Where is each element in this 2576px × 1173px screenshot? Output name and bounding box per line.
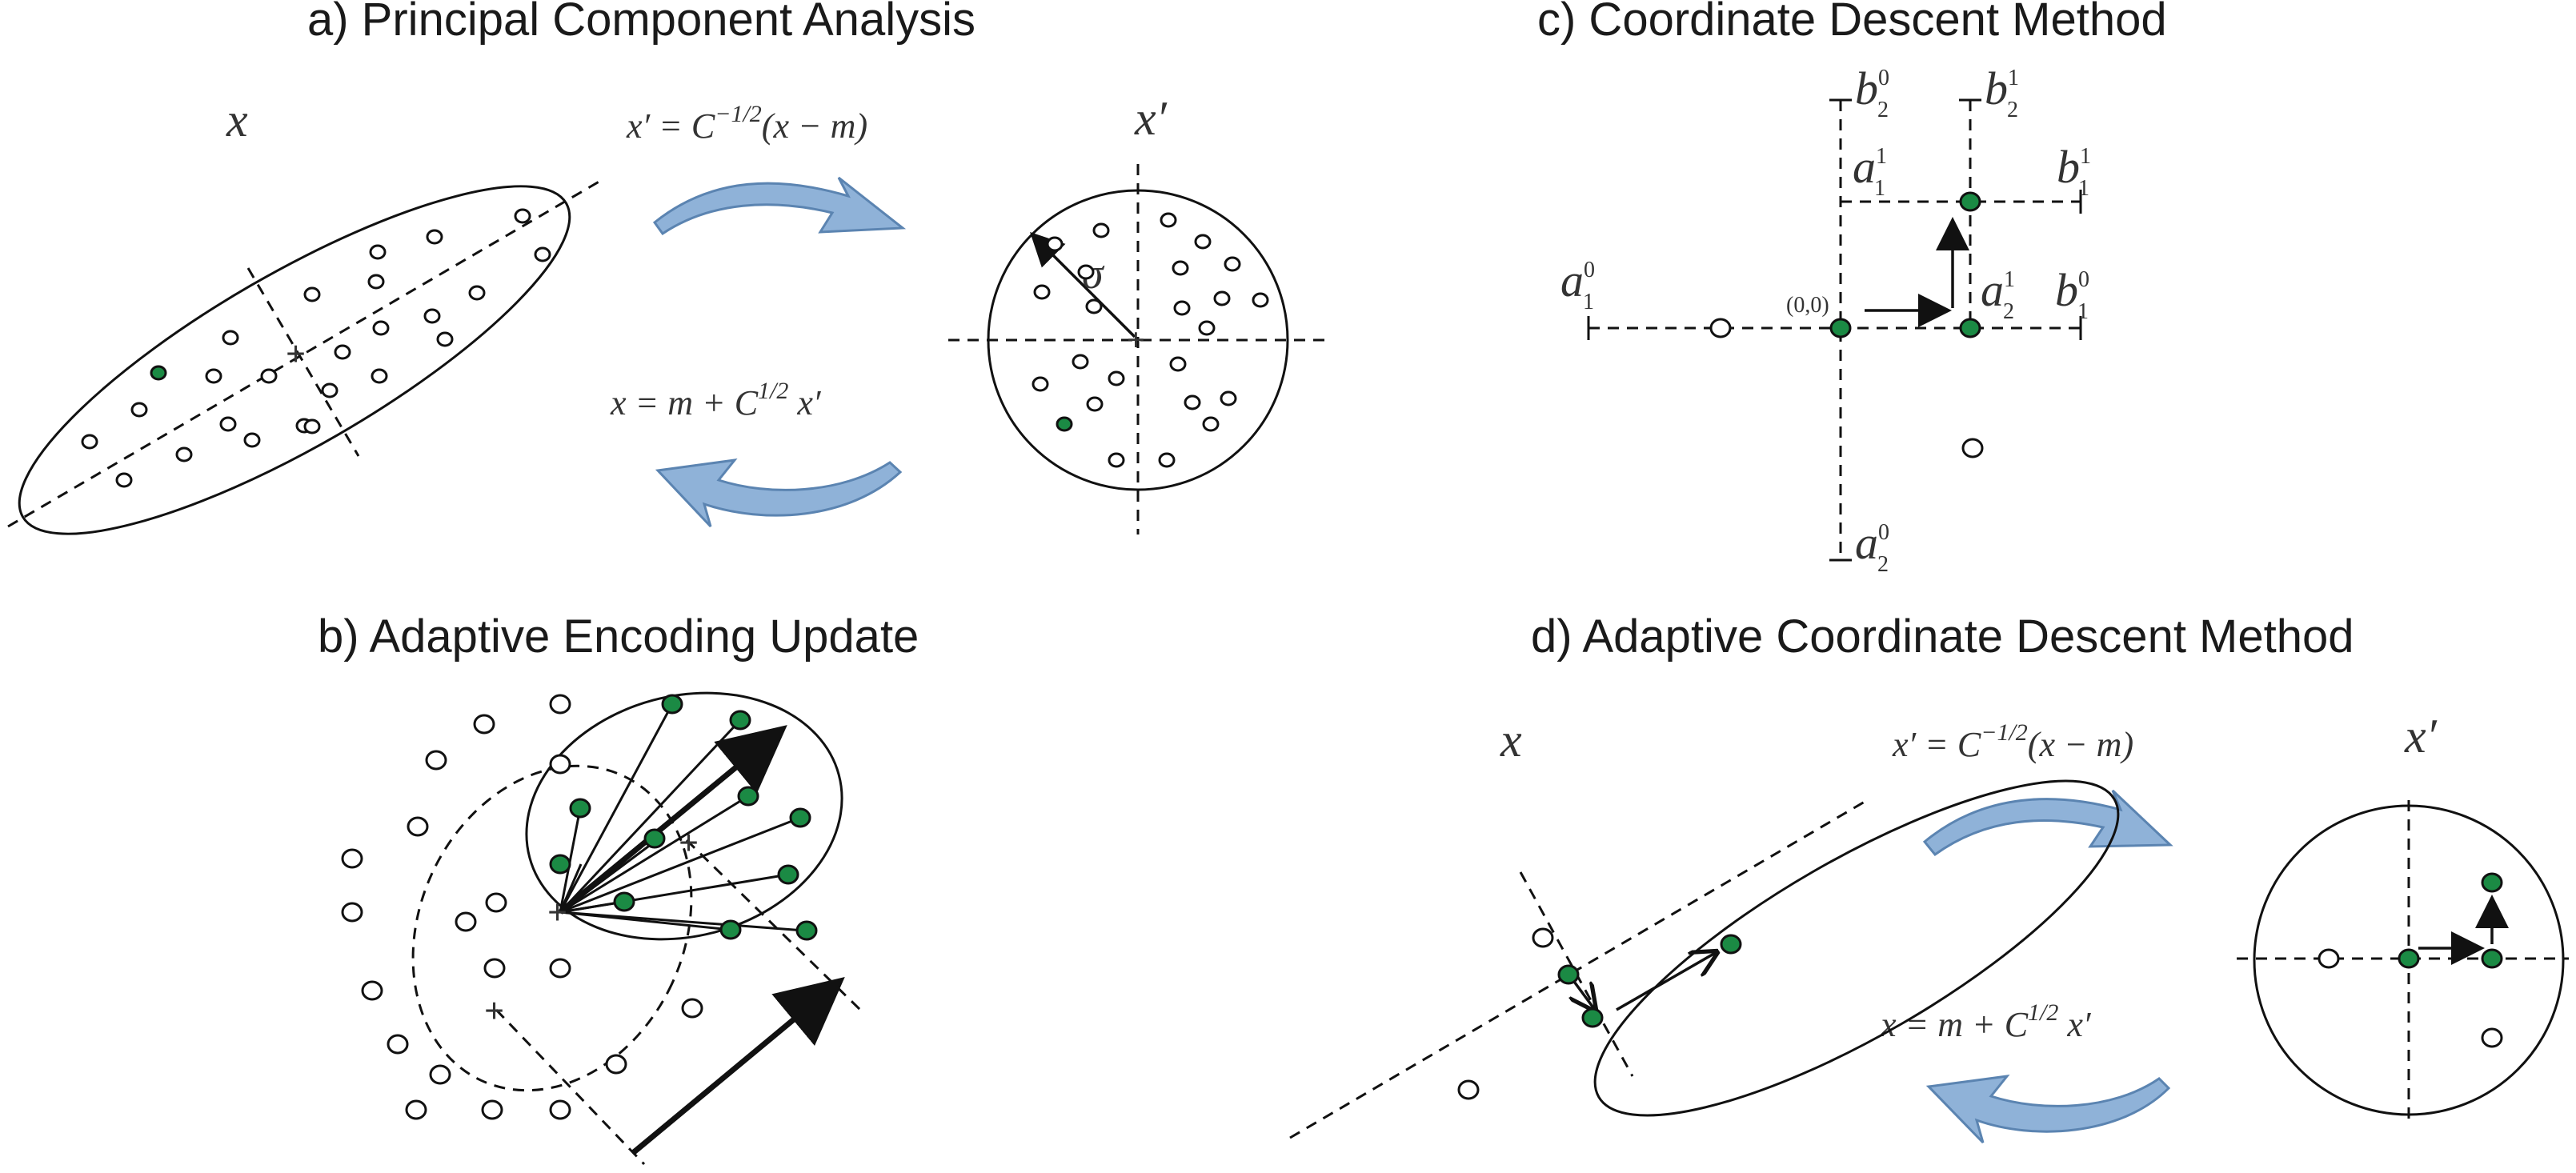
panel-c-label-a11: a1 1 (1853, 141, 1886, 201)
panel-c-label-a20: a0 2 (1855, 517, 1889, 577)
panel-b: b) Adaptive Encoding Update + + + (318, 611, 919, 1166)
panel-b-new-ellipse (525, 691, 843, 941)
panel-d-circle-accepted-point (2481, 872, 2503, 893)
panel-d-forward-formula: x′ = C−1/2(x − m) (1892, 719, 2133, 764)
panel-d-accepted-point (1557, 964, 1580, 985)
panel-c-origin-label: (0,0) (1786, 293, 1829, 318)
panel-d-backward-curved-arrow (1925, 1075, 2171, 1144)
panel-c-title: c) Coordinate Descent Method (1537, 0, 2167, 46)
panel-a-backward-curved-arrow (655, 458, 903, 528)
panel-a-xprime-label: x′ (1134, 92, 1168, 145)
panel-a-backward-formula: x = m + C1/2 x′ (610, 378, 822, 422)
panel-d-x-label: x (1500, 714, 1522, 767)
panel-c-rejected-point (1961, 438, 1984, 458)
panel-d-backward-formula: x = m + C1/2 x′ (1880, 999, 2092, 1044)
panel-b-old-ellipse (411, 764, 693, 1092)
panel-a-forward-formula: x′ = C−1/2(x − m) (626, 101, 867, 146)
panel-a: a) Principal Component Analysis x x′ x′ … (7, 0, 1324, 535)
panel-c: c) Coordinate Descent Method (0,0) b0 2 b… (1537, 0, 2167, 577)
panel-d-ellipse (1593, 779, 2120, 1117)
panel-d-forward-curved-arrow (1922, 789, 2173, 857)
panel-d-accepted-point (1720, 934, 1742, 955)
panel-c-label-b10: b0 1 (2055, 264, 2089, 324)
panel-a-circle-green-point (1056, 416, 1073, 432)
panel-b-rays (559, 703, 805, 932)
panel-a-mean-cross: + (286, 334, 306, 374)
panel-d: d) Adaptive Coordinate Descent Method x … (1289, 611, 2569, 1144)
panel-a-minor-axis (246, 267, 360, 457)
panel-a-forward-curved-arrow (652, 176, 907, 236)
panel-c-rejected-point (1709, 318, 1732, 338)
panel-c-label-b11: b1 1 (2057, 141, 2090, 201)
panel-d-accepted-point (1581, 1007, 1604, 1028)
panel-a-circle-center-cross: + (1127, 322, 1145, 358)
panel-a-sigma-arrow (1030, 232, 1136, 338)
panel-b-bold-arrow-1 (558, 725, 787, 915)
panel-a-x-label: x (226, 94, 248, 146)
panel-c-label-b21: b1 2 (1985, 62, 2019, 122)
panel-c-label-a21: a1 2 (1981, 264, 2015, 324)
panel-a-title: a) Principal Component Analysis (307, 0, 976, 46)
panel-c-label-a10: a0 1 (1560, 254, 1595, 314)
panel-b-green-points (549, 694, 818, 941)
panel-c-label-b20: b0 2 (1855, 62, 1889, 122)
panel-d-xprime-label: x′ (2404, 710, 2438, 763)
panel-b-bold-arrow-2 (631, 977, 845, 1155)
panel-c-bound-ticks (1587, 98, 2082, 562)
panel-a-circle-points (1032, 212, 1269, 468)
panel-c-accepted-point (1959, 191, 1981, 212)
panel-d-major-step-arrow (1616, 952, 1717, 1011)
panel-d-title: d) Adaptive Coordinate Descent Method (1531, 611, 2354, 663)
panel-c-origin-point (1829, 318, 1852, 338)
panel-b-origin-cross: + (547, 893, 567, 932)
panel-b-dashed-axis-1 (495, 1008, 646, 1166)
panel-d-rejected-point (1532, 927, 1554, 948)
panel-a-ellipse (18, 185, 571, 535)
panel-d-circle-rejected-point (2318, 948, 2340, 969)
panel-b-title: b) Adaptive Encoding Update (318, 611, 919, 663)
panel-a-points (81, 208, 551, 488)
panel-d-rejected-point (1457, 1079, 1480, 1100)
panel-d-circle-accepted-point (2481, 948, 2503, 969)
panel-d-circle-rejected-point (2481, 1027, 2503, 1048)
panel-d-circle-origin-point (2398, 948, 2420, 969)
panel-c-accepted-point (1959, 318, 1981, 338)
panel-b-old-mean-cross: + (484, 991, 504, 1031)
panel-a-green-point (150, 365, 167, 381)
panel-b-open-points (341, 694, 703, 1120)
